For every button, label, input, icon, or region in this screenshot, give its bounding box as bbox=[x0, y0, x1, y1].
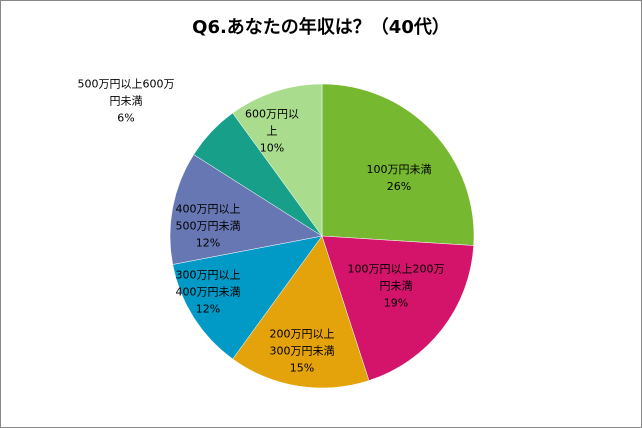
slice-category-label: 100万円以上200万 円未満 bbox=[347, 262, 445, 293]
pie-slice bbox=[321, 235, 474, 381]
pie-slice bbox=[321, 83, 475, 246]
slice-value-label: 6% bbox=[117, 111, 135, 125]
slice-label: 100万円以上200万 円未満 19% bbox=[348, 261, 445, 312]
slice-label: 200万円以上 300万円未満 15% bbox=[270, 326, 335, 377]
slice-category-label: 100万円未満 bbox=[366, 163, 432, 176]
pie-slice bbox=[232, 83, 323, 237]
slice-category-label: 600万円以 上 bbox=[245, 107, 299, 138]
slice-value-label: 19% bbox=[383, 296, 409, 310]
pie-slice bbox=[232, 235, 370, 389]
slice-label: 600万円以 上 10% bbox=[245, 106, 299, 157]
slice-value-label: 26% bbox=[386, 180, 412, 193]
slice-category-label: 200万円以上 300万円未満 bbox=[269, 327, 335, 358]
chart-title: Q6.あなたの年収は？（40代） bbox=[192, 17, 450, 38]
slice-value-label: 10% bbox=[259, 141, 285, 155]
slice-label: 100万円未満 26% bbox=[367, 161, 432, 195]
slice-value-label: 15% bbox=[289, 361, 315, 375]
slice-category-label: 300万円以上 400万円未満 bbox=[175, 268, 241, 299]
slice-label: 400万円以上 500万円未満 12% bbox=[176, 201, 241, 252]
slice-category-label: 400万円以上 500万円未満 bbox=[175, 202, 241, 233]
slice-value-label: 12% bbox=[195, 236, 221, 250]
pie-slice bbox=[172, 235, 323, 360]
pie-slice bbox=[169, 154, 323, 265]
slice-label: 300万円以上 400万円未満 12% bbox=[176, 267, 241, 318]
slice-value-label: 12% bbox=[195, 302, 221, 316]
slice-label: 500万円以上600万 円未満 6% bbox=[78, 76, 175, 127]
slice-category-label: 500万円以上600万 円未満 bbox=[77, 77, 175, 108]
